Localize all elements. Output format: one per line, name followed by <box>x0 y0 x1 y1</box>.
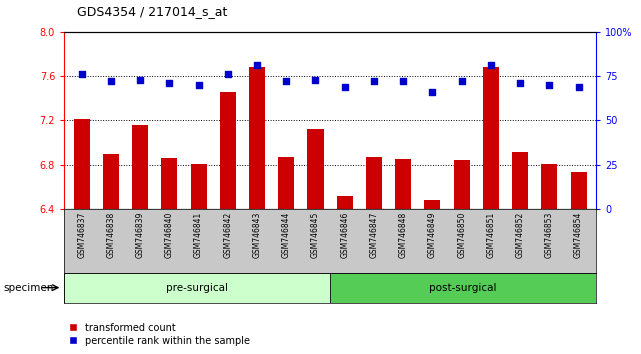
Bar <box>541 164 558 209</box>
Point <box>310 77 320 82</box>
Text: GSM746842: GSM746842 <box>223 212 232 258</box>
Point <box>164 80 174 86</box>
Text: GSM746850: GSM746850 <box>457 212 466 258</box>
Text: specimen: specimen <box>3 282 54 293</box>
Text: GSM746841: GSM746841 <box>194 212 203 258</box>
Point <box>486 63 496 68</box>
Text: GSM746837: GSM746837 <box>77 212 86 258</box>
Point <box>515 80 525 86</box>
Text: GSM746849: GSM746849 <box>428 212 437 258</box>
Text: GSM746838: GSM746838 <box>106 212 115 258</box>
Bar <box>162 158 178 209</box>
Bar <box>395 159 412 209</box>
Point <box>456 79 467 84</box>
Text: GSM746852: GSM746852 <box>515 212 524 258</box>
Point <box>398 79 408 84</box>
Point <box>544 82 554 88</box>
Text: GSM746853: GSM746853 <box>545 212 554 258</box>
Bar <box>570 172 587 209</box>
Point <box>135 77 146 82</box>
Point <box>222 72 233 77</box>
Text: GSM746851: GSM746851 <box>487 212 495 258</box>
Point <box>76 72 87 77</box>
Text: pre-surgical: pre-surgical <box>166 282 228 293</box>
Legend: transformed count, percentile rank within the sample: transformed count, percentile rank withi… <box>69 323 249 346</box>
Bar <box>424 200 440 209</box>
Bar <box>337 196 353 209</box>
Bar <box>64 273 330 303</box>
Bar <box>132 125 148 209</box>
Text: GSM746854: GSM746854 <box>574 212 583 258</box>
Point <box>194 82 204 88</box>
Point <box>574 84 584 90</box>
Point <box>369 79 379 84</box>
Text: GSM746839: GSM746839 <box>136 212 145 258</box>
Point <box>252 63 262 68</box>
Bar <box>249 67 265 209</box>
Text: GSM746845: GSM746845 <box>311 212 320 258</box>
Text: post-surgical: post-surgical <box>429 282 497 293</box>
Bar <box>74 119 90 209</box>
Bar <box>278 157 294 209</box>
Bar <box>220 92 236 209</box>
Text: GSM746843: GSM746843 <box>253 212 262 258</box>
Point <box>281 79 292 84</box>
Bar <box>366 157 382 209</box>
Point <box>428 89 438 95</box>
Point <box>106 79 116 84</box>
Text: GSM746840: GSM746840 <box>165 212 174 258</box>
Bar <box>454 160 470 209</box>
Bar <box>308 129 324 209</box>
Bar <box>190 164 206 209</box>
Text: GDS4354 / 217014_s_at: GDS4354 / 217014_s_at <box>77 5 228 18</box>
Point <box>340 84 350 90</box>
Bar <box>512 153 528 209</box>
Bar <box>483 67 499 209</box>
Text: GSM746846: GSM746846 <box>340 212 349 258</box>
Bar <box>330 273 596 303</box>
Bar <box>103 154 119 209</box>
Text: GSM746844: GSM746844 <box>282 212 291 258</box>
Text: GSM746848: GSM746848 <box>399 212 408 258</box>
Text: GSM746847: GSM746847 <box>369 212 378 258</box>
